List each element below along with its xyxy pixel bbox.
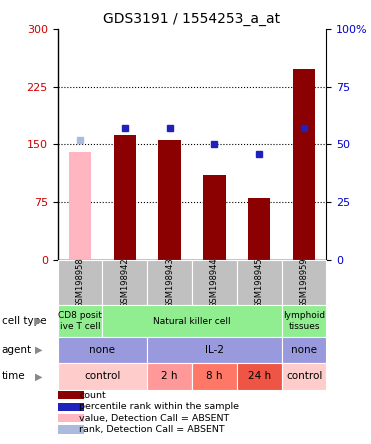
Bar: [192, 363, 237, 390]
Bar: [58, 363, 147, 390]
Bar: [58, 391, 84, 400]
Bar: [102, 305, 282, 337]
Text: GSM198959: GSM198959: [299, 258, 309, 308]
Bar: [102, 260, 147, 305]
Bar: [58, 305, 102, 337]
Bar: [282, 260, 326, 305]
Text: ▶: ▶: [35, 372, 43, 381]
Bar: [147, 363, 192, 390]
Bar: [147, 337, 282, 363]
Text: none: none: [89, 345, 115, 355]
Title: GDS3191 / 1554253_a_at: GDS3191 / 1554253_a_at: [104, 12, 280, 27]
Bar: [248, 198, 270, 260]
Text: none: none: [291, 345, 317, 355]
Text: CD8 posit
ive T cell: CD8 posit ive T cell: [58, 312, 102, 331]
Bar: [69, 152, 91, 260]
Text: ▶: ▶: [35, 316, 43, 326]
Text: GSM198942: GSM198942: [120, 258, 129, 308]
Bar: [58, 403, 84, 411]
Bar: [192, 260, 237, 305]
Text: value, Detection Call = ABSENT: value, Detection Call = ABSENT: [79, 414, 229, 423]
Text: GSM198958: GSM198958: [75, 258, 85, 308]
Text: GSM198944: GSM198944: [210, 258, 219, 308]
Text: count: count: [79, 391, 106, 400]
Text: agent: agent: [2, 345, 32, 355]
Bar: [237, 363, 282, 390]
Text: percentile rank within the sample: percentile rank within the sample: [79, 402, 239, 411]
Bar: [58, 260, 102, 305]
Text: 8 h: 8 h: [206, 372, 223, 381]
Text: Natural killer cell: Natural killer cell: [153, 317, 231, 325]
Text: control: control: [286, 372, 322, 381]
Text: 24 h: 24 h: [248, 372, 271, 381]
Text: lymphoid
tissues: lymphoid tissues: [283, 312, 325, 331]
Text: control: control: [84, 372, 121, 381]
Text: time: time: [2, 372, 26, 381]
Bar: [158, 140, 181, 260]
Bar: [293, 69, 315, 260]
Bar: [282, 305, 326, 337]
Bar: [58, 425, 84, 433]
Text: GSM198943: GSM198943: [165, 258, 174, 308]
Text: rank, Detection Call = ABSENT: rank, Detection Call = ABSENT: [79, 425, 225, 434]
Bar: [58, 414, 84, 422]
Bar: [58, 337, 147, 363]
Text: 2 h: 2 h: [161, 372, 178, 381]
Bar: [282, 363, 326, 390]
Text: IL-2: IL-2: [205, 345, 224, 355]
Text: cell type: cell type: [2, 316, 46, 326]
Bar: [114, 135, 136, 260]
Text: ▶: ▶: [35, 345, 43, 355]
Text: GSM198945: GSM198945: [255, 258, 264, 308]
Bar: [282, 337, 326, 363]
Bar: [203, 175, 226, 260]
Bar: [147, 260, 192, 305]
Bar: [237, 260, 282, 305]
